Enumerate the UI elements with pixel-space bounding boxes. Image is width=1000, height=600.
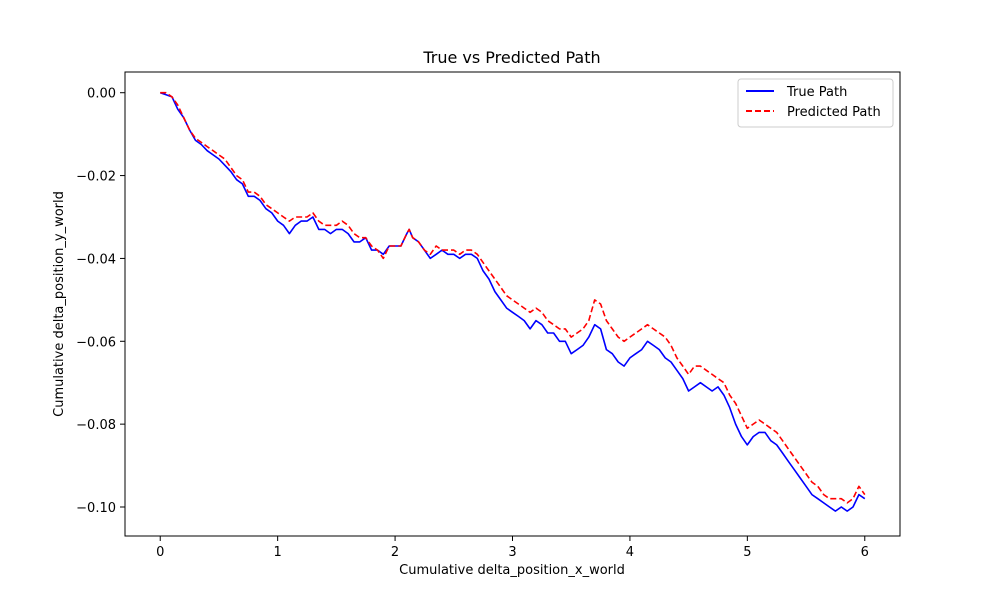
y-axis: 0.00 −0.02 −0.04 −0.06 −0.08 −0.10	[76, 87, 125, 516]
y-tick-label: −0.04	[76, 252, 116, 267]
x-axis: 0 1 2 3 4 5 6	[156, 536, 869, 560]
series-line-predicted-path	[160, 91, 866, 504]
x-axis-label: Cumulative delta_position_x_world	[399, 563, 625, 578]
series-line-true-path	[159, 91, 866, 512]
x-tick-label: 0	[156, 545, 164, 560]
chart-title: True vs Predicted Path	[422, 48, 600, 67]
x-tick-label: 5	[743, 545, 751, 560]
legend: True Path Predicted Path	[737, 78, 894, 128]
legend-label-true-path: True Path	[786, 85, 847, 100]
x-tick-label: 1	[274, 545, 282, 560]
legend-label-predicted-path: Predicted Path	[787, 105, 881, 120]
x-tick-label: 3	[508, 545, 516, 560]
x-tick-label: 4	[626, 545, 634, 560]
series-layer	[159, 91, 866, 512]
y-tick-label: 0.00	[87, 87, 116, 102]
y-tick-label: −0.10	[76, 501, 116, 516]
y-axis-label: Cumulative delta_position_y_world	[52, 191, 67, 417]
x-tick-label: 2	[391, 545, 399, 560]
y-tick-label: −0.08	[76, 418, 116, 433]
x-tick-label: 6	[861, 545, 869, 560]
legend-box	[737, 78, 894, 128]
y-tick-label: −0.02	[76, 170, 116, 185]
y-tick-label: −0.06	[76, 335, 116, 350]
